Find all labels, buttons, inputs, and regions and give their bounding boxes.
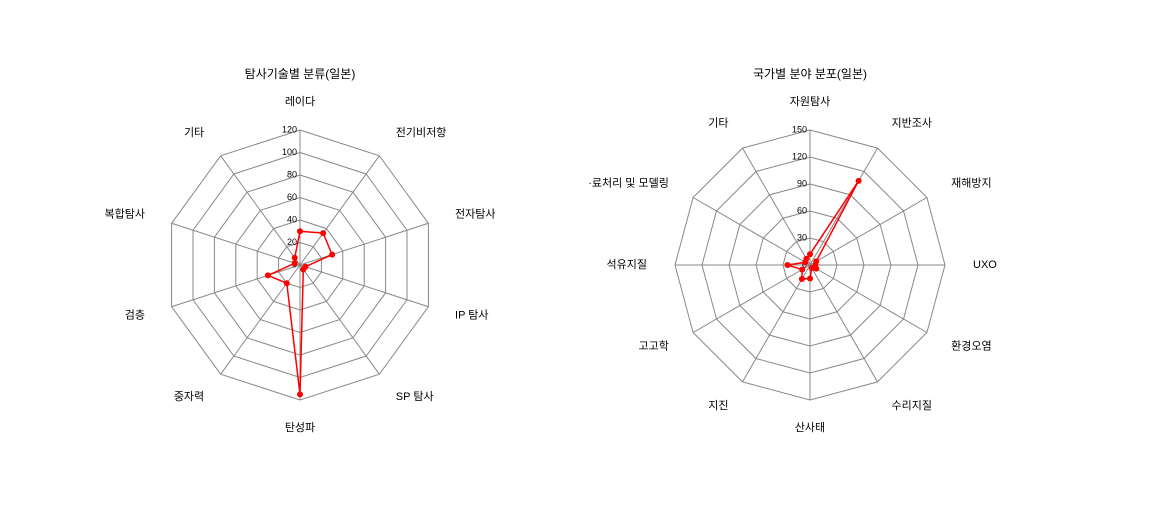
axis-label: 레이다: [285, 95, 315, 108]
ring-label: 120: [792, 151, 807, 161]
ring-label: 100: [282, 147, 297, 157]
axis-label: 재해방지: [951, 175, 991, 189]
data-marker: [292, 255, 298, 261]
data-marker: [799, 276, 805, 282]
axis-label: SP 탐사: [396, 390, 434, 403]
ring-label: 20: [287, 237, 297, 247]
data-marker: [300, 267, 306, 273]
ring-label: 150: [792, 124, 807, 134]
axis-label: 전기비저항: [396, 126, 447, 139]
axis-label: 탄성파: [285, 421, 315, 434]
axis-label: 석유지질: [607, 258, 647, 271]
data-marker: [329, 252, 335, 258]
axis-label: 자원탐사: [790, 95, 830, 108]
ring-label: 120: [282, 124, 297, 134]
ring-label: 60: [287, 192, 297, 202]
chart-title: 탐사기술별 분류(일본): [245, 67, 356, 81]
radar-spoke: [300, 156, 379, 265]
ring-label: 60: [797, 205, 807, 215]
data-marker: [856, 178, 862, 184]
ring-label: 80: [287, 169, 297, 179]
axis-label: 기타: [184, 126, 204, 139]
axis-label: 전자탐사: [455, 208, 495, 221]
axis-label: 검층: [125, 308, 145, 321]
axis-label: ·료처리 및 모델링: [588, 176, 669, 189]
data-polygon: [788, 181, 859, 279]
data-marker: [809, 265, 815, 271]
radar-charts-canvas: 탐사기술별 분류(일본)020406080100120레이다전기비저항전자탐사I…: [0, 0, 1149, 500]
data-marker: [265, 272, 271, 278]
axis-label: 지반조사: [892, 117, 932, 130]
axis-label: 고고학: [638, 339, 668, 352]
axis-label: 환경오염: [951, 339, 991, 352]
axis-label: 수리지질: [892, 399, 932, 412]
data-marker: [320, 230, 326, 236]
data-marker: [785, 262, 791, 268]
axis-label: 복합탐사: [104, 208, 144, 221]
axis-label: 지진: [708, 399, 728, 412]
data-marker: [292, 260, 298, 266]
data-marker: [284, 280, 290, 286]
data-marker: [799, 267, 805, 273]
radar-spoke: [300, 265, 379, 374]
axis-label: IP 탐사: [455, 308, 489, 321]
data-marker: [297, 391, 303, 397]
ring-label: 90: [797, 178, 807, 188]
ring-label: 40: [287, 214, 297, 224]
axis-label: UXO: [973, 259, 997, 271]
axis-label: 중자력: [174, 390, 204, 403]
data-marker: [807, 276, 813, 282]
ring-label: 30: [797, 232, 807, 242]
data-marker: [803, 256, 809, 262]
chart-title: 국가별 분야 분포(일본): [753, 67, 867, 81]
axis-label: 기타: [708, 117, 728, 130]
axis-label: 산사태: [795, 421, 825, 434]
data-marker: [297, 228, 303, 234]
